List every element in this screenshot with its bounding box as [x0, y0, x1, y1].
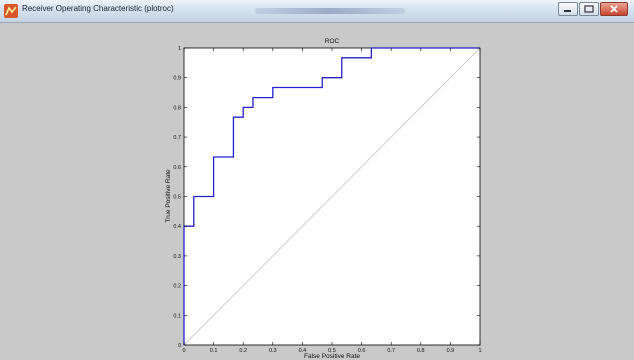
- x-tick-label: 0: [182, 348, 185, 354]
- y-tick-label: 0.6: [173, 165, 181, 171]
- x-tick-label: 0.6: [358, 348, 366, 354]
- x-tick-label: 0.5: [328, 348, 336, 354]
- minimize-button[interactable]: [558, 2, 578, 16]
- y-tick-label: 0.5: [173, 195, 181, 201]
- y-tick-label: 0.9: [173, 76, 181, 82]
- y-tick-label: 0: [178, 343, 181, 349]
- chart-title: ROC: [325, 38, 340, 45]
- close-button[interactable]: [600, 2, 628, 16]
- matlab-figure-icon: [4, 4, 18, 18]
- x-tick-label: 1: [478, 348, 481, 354]
- x-tick-label: 0.2: [239, 348, 247, 354]
- x-axis-label: False Positive Rate: [304, 353, 360, 360]
- y-tick-label: 0.7: [173, 135, 181, 141]
- x-tick-label: 0.8: [417, 348, 425, 354]
- y-tick-label: 1: [178, 46, 181, 52]
- y-tick-label: 0.2: [173, 284, 181, 290]
- window-title: Receiver Operating Characteristic (plotr…: [22, 4, 174, 13]
- maximize-button[interactable]: [579, 2, 599, 16]
- close-icon: [610, 5, 618, 13]
- diagonal-reference-line: [183, 47, 481, 346]
- x-tick-label: 0.4: [299, 348, 307, 354]
- title-bar[interactable]: Receiver Operating Characteristic (plotr…: [0, 0, 634, 23]
- title-bar-gloss: [255, 8, 405, 14]
- y-tick-label: 0.3: [173, 254, 181, 260]
- x-tick-label: 0.1: [210, 348, 218, 354]
- y-tick-label: 0.4: [173, 224, 181, 230]
- y-tick-label: 0.8: [173, 105, 181, 111]
- window-controls: [557, 2, 628, 16]
- roc-curve-line: [183, 47, 480, 345]
- x-tick-label: 0.9: [447, 348, 455, 354]
- x-tick-label: 0.7: [387, 348, 395, 354]
- maximize-icon: [584, 5, 594, 13]
- y-axis-label: True Positive Rate: [165, 169, 172, 223]
- minimize-icon: [564, 10, 571, 12]
- y-tick-label: 0.1: [173, 313, 181, 319]
- x-tick-label: 0.3: [269, 348, 277, 354]
